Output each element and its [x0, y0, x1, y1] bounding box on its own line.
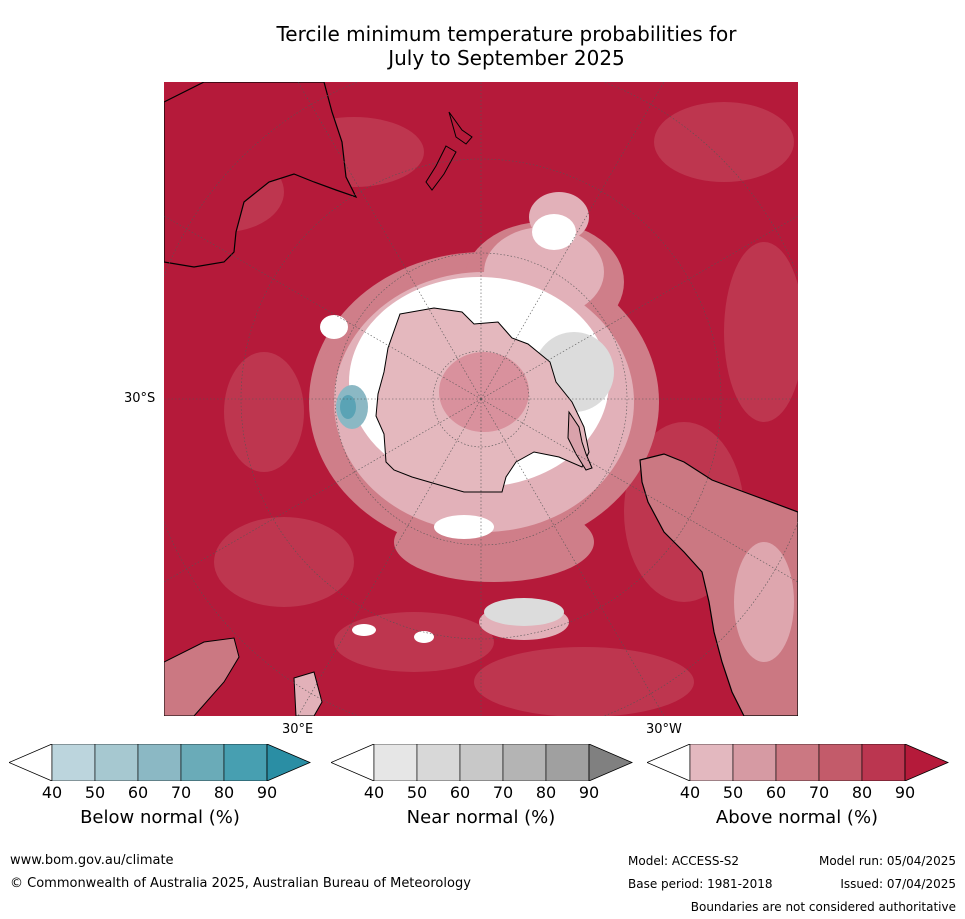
colorbar-above-normal: [647, 744, 949, 781]
issued-text: Issued: 07/04/2025: [840, 877, 956, 891]
base-period-text: Base period: 1981-2018: [628, 877, 773, 891]
tick: 90: [256, 783, 278, 802]
legend-title-above-normal: Above normal (%): [715, 807, 879, 828]
colorbar-near-normal: [331, 744, 633, 781]
tick: 80: [213, 783, 235, 802]
tick: 60: [127, 783, 149, 802]
new-zealand-south: [425, 145, 457, 191]
africa: [164, 637, 240, 716]
lon-label-30e: 30°E: [282, 722, 314, 737]
tick: 90: [578, 783, 600, 802]
title-line-2: July to September 2025: [388, 46, 625, 70]
tick: 60: [449, 783, 471, 802]
tick: 70: [170, 783, 192, 802]
tick: 70: [808, 783, 830, 802]
tick: 80: [851, 783, 873, 802]
map-title: Tercile minimum temperature probabilitie…: [0, 22, 965, 70]
tick: 50: [722, 783, 744, 802]
tick: 40: [679, 783, 701, 802]
tick: 50: [406, 783, 428, 802]
model-run-text: Model run: 05/04/2025: [818, 854, 956, 868]
tick: 50: [84, 783, 106, 802]
boundaries-disclaimer: Boundaries are not considered authoritat…: [690, 900, 956, 914]
tick: 70: [492, 783, 514, 802]
legend-title-below-normal: Below normal (%): [80, 807, 240, 828]
model-text: Model: ACCESS-S2: [628, 854, 740, 868]
graticule: [164, 82, 798, 716]
south-pole-area: [439, 352, 529, 432]
legend-title-near-normal: Near normal (%): [406, 807, 556, 828]
tick: 90: [894, 783, 916, 802]
title-line-1: Tercile minimum temperature probabilitie…: [276, 22, 737, 46]
copyright-text: © Commonwealth of Australia 2025, Austra…: [10, 876, 471, 891]
tick: 40: [41, 783, 63, 802]
lat-label-30s: 30°S: [124, 391, 156, 406]
tick: 60: [765, 783, 787, 802]
colorbar-below-normal: [9, 744, 311, 781]
antarctic-peninsula: [567, 410, 593, 471]
tick: 40: [363, 783, 385, 802]
tick: 80: [535, 783, 557, 802]
new-zealand-north: [448, 111, 473, 145]
website-link[interactable]: www.bom.gov.au/climate: [10, 853, 174, 868]
australia: [164, 82, 358, 268]
probability-map: [164, 82, 798, 716]
madagascar: [293, 671, 323, 716]
lon-label-30w: 30°W: [646, 722, 682, 737]
